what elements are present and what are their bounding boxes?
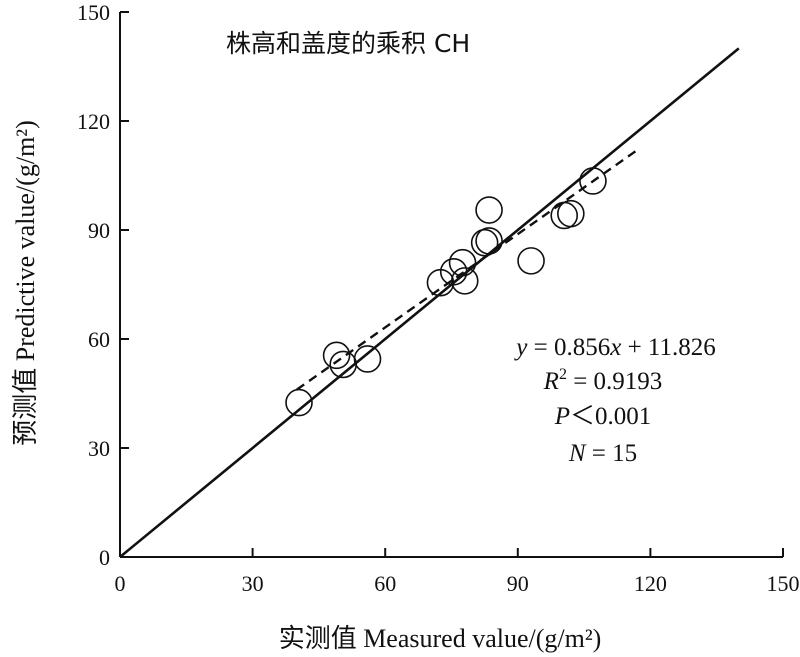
r-squared: R2 = 0.9193	[543, 366, 663, 395]
data-point	[450, 267, 479, 295]
x-tick-label: 0	[115, 571, 126, 596]
data-point	[353, 345, 382, 373]
data-point	[439, 257, 468, 286]
p-value: P＜0.001	[554, 403, 652, 430]
x-tick-label: 120	[634, 571, 667, 596]
points	[285, 167, 607, 417]
x-tick-label: 30	[242, 571, 264, 596]
y-axis-title: 预测值 Predictive value/(g/m²)	[11, 120, 40, 446]
y-tick-label: 0	[99, 545, 110, 570]
fit-line	[296, 149, 638, 391]
chart-title: 株高和盖度的乘积 CH	[226, 29, 470, 58]
x-tick-label: 90	[507, 571, 529, 596]
y-tick-label: 30	[88, 436, 110, 461]
data-point	[557, 199, 585, 228]
x-axis-title: 实测值 Measured value/(g/m²)	[279, 624, 602, 653]
axes	[119, 12, 783, 558]
lines	[119, 47, 740, 559]
data-point	[579, 167, 607, 195]
data-point	[475, 196, 503, 224]
y-tick-label: 150	[77, 0, 110, 25]
y-tick-label: 90	[88, 218, 110, 243]
data-point	[285, 388, 313, 417]
data-point	[322, 341, 351, 370]
identity-line	[119, 47, 740, 559]
y-tick-label: 60	[88, 327, 110, 352]
data-point	[470, 228, 499, 257]
y-tick-label: 120	[77, 109, 110, 134]
data-point	[517, 247, 545, 275]
x-tick-label: 150	[767, 571, 800, 596]
data-point	[448, 248, 477, 277]
data-point	[475, 227, 503, 255]
sample-size: N = 15	[568, 440, 637, 467]
fit-equation: y = 0.856x + 11.826	[513, 334, 716, 361]
ticks: 0 30 60 90 120 150 0 30 60 90 120 150	[77, 0, 800, 596]
x-tick-label: 60	[374, 571, 396, 596]
